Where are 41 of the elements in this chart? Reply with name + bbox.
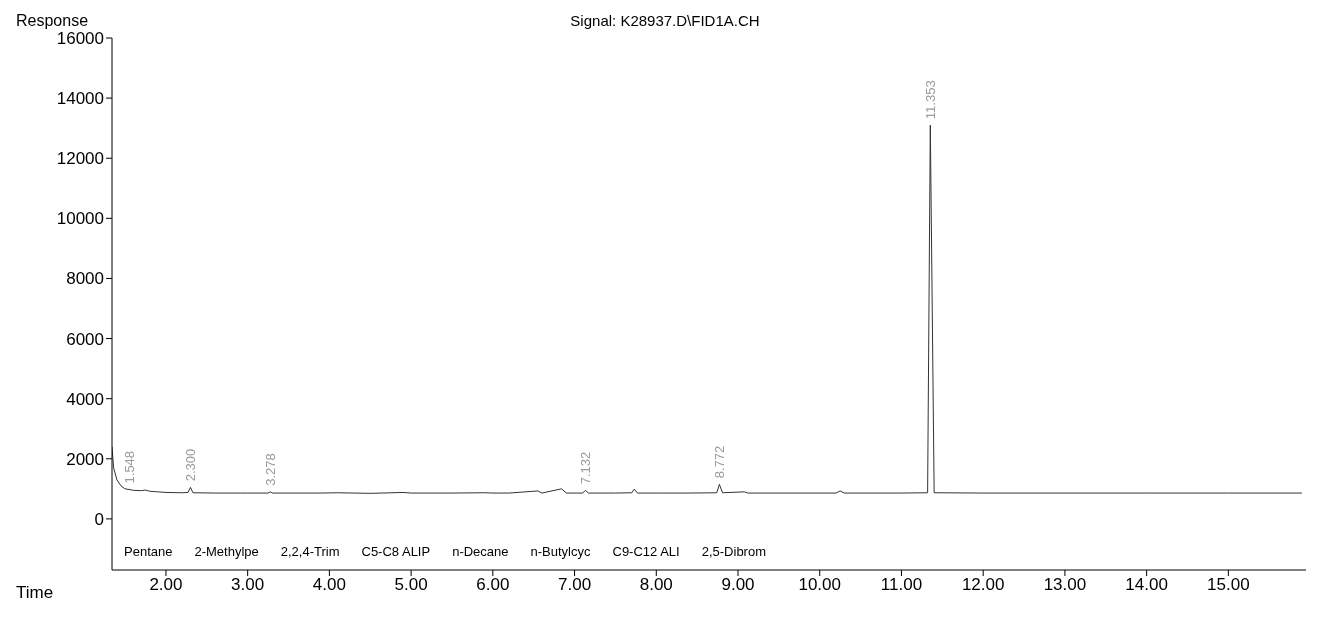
- x-tick-label: 9.00: [721, 575, 755, 595]
- x-tick-label: 13.00: [1043, 575, 1087, 595]
- annotation: 8.772: [712, 445, 728, 479]
- y-tick-label: 12000: [56, 149, 104, 169]
- y-tick-label: 2000: [66, 449, 104, 469]
- x-tick-label: 8.00: [639, 575, 673, 595]
- line-series: [112, 124, 1303, 494]
- x-tick-label: 7.00: [558, 575, 592, 595]
- y-tick-label: 6000: [66, 329, 104, 349]
- x-axis-title: Time: [16, 583, 54, 602]
- annotation: 7.132: [578, 451, 594, 485]
- x-tick-label: 5.00: [394, 575, 428, 595]
- annotation: 3.278: [263, 453, 279, 486]
- x-tick-label: 10.00: [798, 575, 842, 595]
- x-tick-label: 3.00: [231, 575, 265, 595]
- x-tick-label: 6.00: [476, 575, 510, 595]
- annotation: 1.548: [122, 450, 137, 484]
- y-axis-title: Response: [16, 12, 89, 29]
- y-tick-label: 14000: [56, 89, 104, 109]
- y-tick-label: 8000: [66, 269, 104, 289]
- y-tick-label: 10000: [56, 209, 104, 229]
- chart-title: Signal: K28937.D\FID1A.CH: [570, 12, 760, 29]
- x-tick-label: 4.00: [312, 575, 346, 595]
- x-tick-label: 2.00: [149, 575, 183, 595]
- x-tick-label: 14.00: [1125, 575, 1168, 595]
- y-tick-label: 16000: [56, 29, 104, 49]
- annotation: 11.353: [923, 80, 939, 120]
- annotation: 2,2,4-Trim: [280, 544, 340, 559]
- annotation: C9-C12 ALI: [612, 544, 680, 559]
- x-tick-label: 15.00: [1207, 575, 1250, 595]
- y-tick-label: 0: [94, 509, 104, 529]
- annotation: 2-Methylpe: [194, 544, 259, 559]
- x-tick-label: 11.00: [880, 575, 923, 595]
- annotation: n-Decane: [452, 544, 509, 559]
- annotation: n-Butylcyc: [530, 544, 591, 559]
- annotation: Pentane: [124, 544, 173, 559]
- annotation: 2,5-Dibrom: [701, 544, 766, 559]
- y-tick-label: 4000: [66, 389, 104, 409]
- annotation: 2.300: [183, 448, 199, 482]
- x-tick-label: 12.00: [961, 575, 1005, 595]
- annotation: C5-C8 ALIP: [361, 544, 431, 559]
